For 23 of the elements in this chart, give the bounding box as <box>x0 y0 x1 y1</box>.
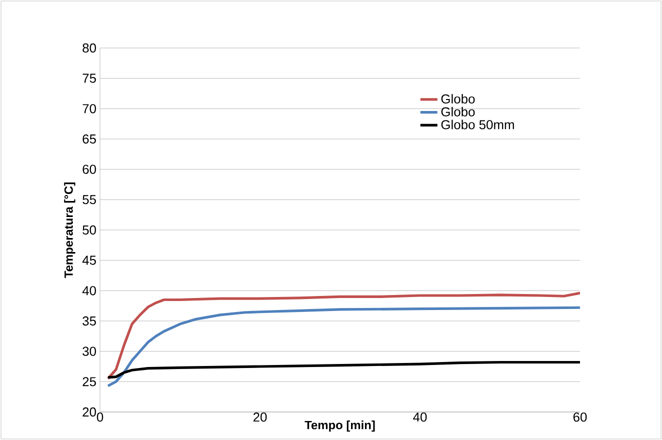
y-tick-label: 65 <box>82 134 96 144</box>
y-tick-label: 60 <box>82 164 96 174</box>
y-tick-label: 80 <box>82 43 96 53</box>
y-tick-label: 25 <box>82 377 96 386</box>
y-tick-label: 50 <box>82 225 96 235</box>
x-tick-label: 60 <box>573 412 587 422</box>
y-tick-label: 40 <box>82 286 96 296</box>
x-tick-label: 40 <box>413 412 427 422</box>
y-tick-label: 70 <box>82 104 96 114</box>
y-tick-label: 30 <box>82 346 96 356</box>
x-tick-label: 20 <box>253 412 267 422</box>
legend-label: Globo <box>441 94 475 104</box>
legend-label: Globo 50mm <box>441 120 514 130</box>
y-tick-label: 45 <box>82 256 96 265</box>
x-tick-label: 0 <box>96 412 104 422</box>
line-series <box>106 360 580 379</box>
y-tick-label: 75 <box>82 74 96 83</box>
line-series <box>106 292 580 380</box>
x-axis-title: Tempo [min] <box>304 420 375 432</box>
y-tick-label: 35 <box>82 316 96 326</box>
y-tick-label: 55 <box>82 195 96 204</box>
legend-label: Globo <box>441 106 475 116</box>
y-axis-title: Temperatura [°C] <box>64 182 76 278</box>
